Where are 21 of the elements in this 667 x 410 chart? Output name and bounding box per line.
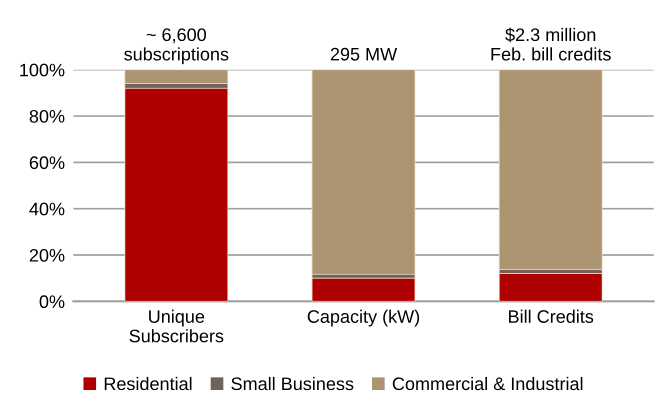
annotation: $2.3 million Feb. bill credits bbox=[491, 28, 611, 61]
y-tick-label: 20% bbox=[30, 248, 64, 262]
x-tick-label: Unique Subscribers bbox=[129, 310, 224, 342]
legend-label: Commercial & Industrial bbox=[392, 376, 582, 390]
legend-label: Small Business bbox=[231, 376, 354, 390]
y-tick-label: 80% bbox=[30, 110, 64, 123]
x-tick-label: Capacity (kW) bbox=[308, 310, 420, 327]
bar bbox=[312, 278, 416, 302]
legend-label: Residential bbox=[104, 376, 192, 390]
bar bbox=[498, 273, 603, 302]
bar bbox=[312, 70, 416, 275]
annotation: 295 MW bbox=[330, 48, 398, 61]
bar bbox=[498, 70, 603, 270]
annotation: ~ 6,600 subscriptions bbox=[124, 28, 228, 64]
x-tick-label: Bill Credits bbox=[509, 310, 594, 323]
y-tick-label: 100% bbox=[20, 64, 64, 76]
y-tick-label: 40% bbox=[29, 202, 64, 216]
y-tick-label: 60% bbox=[30, 156, 64, 170]
bar bbox=[124, 70, 228, 84]
bar bbox=[124, 88, 228, 302]
y-tick-label: 0% bbox=[40, 295, 64, 308]
